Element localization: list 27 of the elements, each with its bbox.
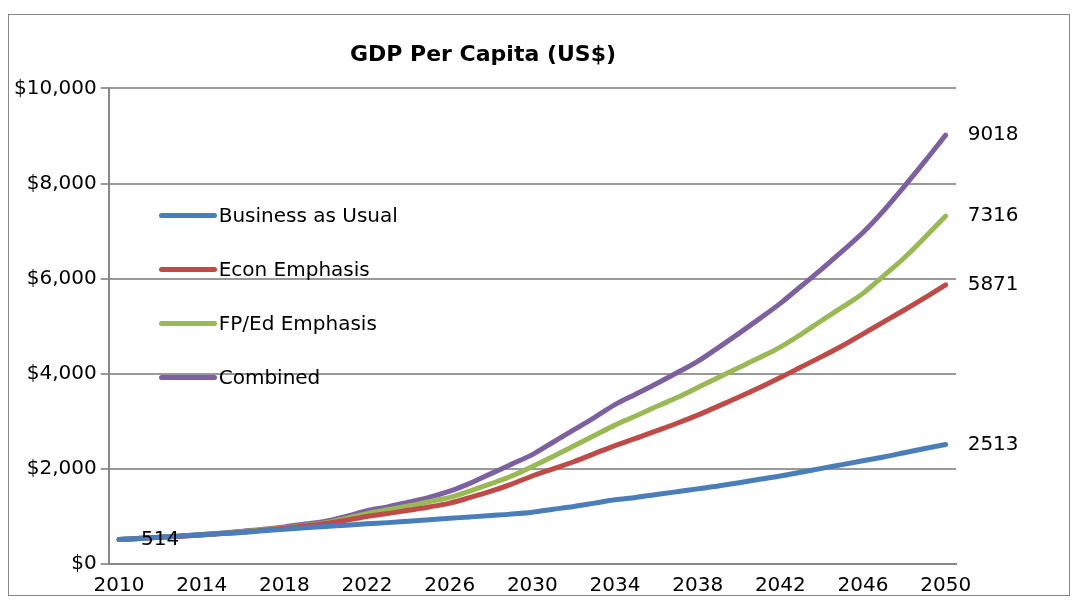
x-tick-label: 2034 bbox=[589, 572, 641, 597]
x-tick-label: 2022 bbox=[341, 572, 393, 597]
x-tick-label: 2038 bbox=[672, 572, 724, 597]
legend-label: Econ Emphasis bbox=[218, 257, 370, 282]
x-tick-label: 2030 bbox=[506, 572, 558, 597]
legend-label: Business as Usual bbox=[218, 203, 398, 228]
chart-title: GDP Per Capita (US$) bbox=[349, 40, 617, 66]
data-label: 5871 bbox=[967, 270, 1019, 295]
x-tick-label: 2014 bbox=[176, 572, 228, 597]
y-tick-label: $10,000 bbox=[13, 74, 97, 99]
y-tick-label: $4,000 bbox=[26, 359, 97, 384]
y-tick-label: $8,000 bbox=[26, 169, 97, 194]
data-label: 2513 bbox=[967, 430, 1019, 455]
x-tick-label: 2042 bbox=[754, 572, 806, 597]
data-label: 9018 bbox=[967, 121, 1019, 146]
y-tick-label: $0 bbox=[71, 550, 97, 575]
data-label: 514 bbox=[141, 525, 180, 550]
legend-label: FP/Ed Emphasis bbox=[218, 311, 377, 336]
x-tick-label: 2026 bbox=[424, 572, 476, 597]
x-tick-label: 2046 bbox=[837, 572, 889, 597]
x-tick-label: 2050 bbox=[920, 572, 972, 597]
y-tick-label: $6,000 bbox=[26, 264, 97, 289]
legend-label: Combined bbox=[218, 365, 321, 390]
x-tick-label: 2018 bbox=[258, 572, 310, 597]
x-tick-label: 2010 bbox=[93, 572, 145, 597]
data-label: 7316 bbox=[967, 202, 1019, 227]
y-tick-label: $2,000 bbox=[26, 455, 97, 480]
